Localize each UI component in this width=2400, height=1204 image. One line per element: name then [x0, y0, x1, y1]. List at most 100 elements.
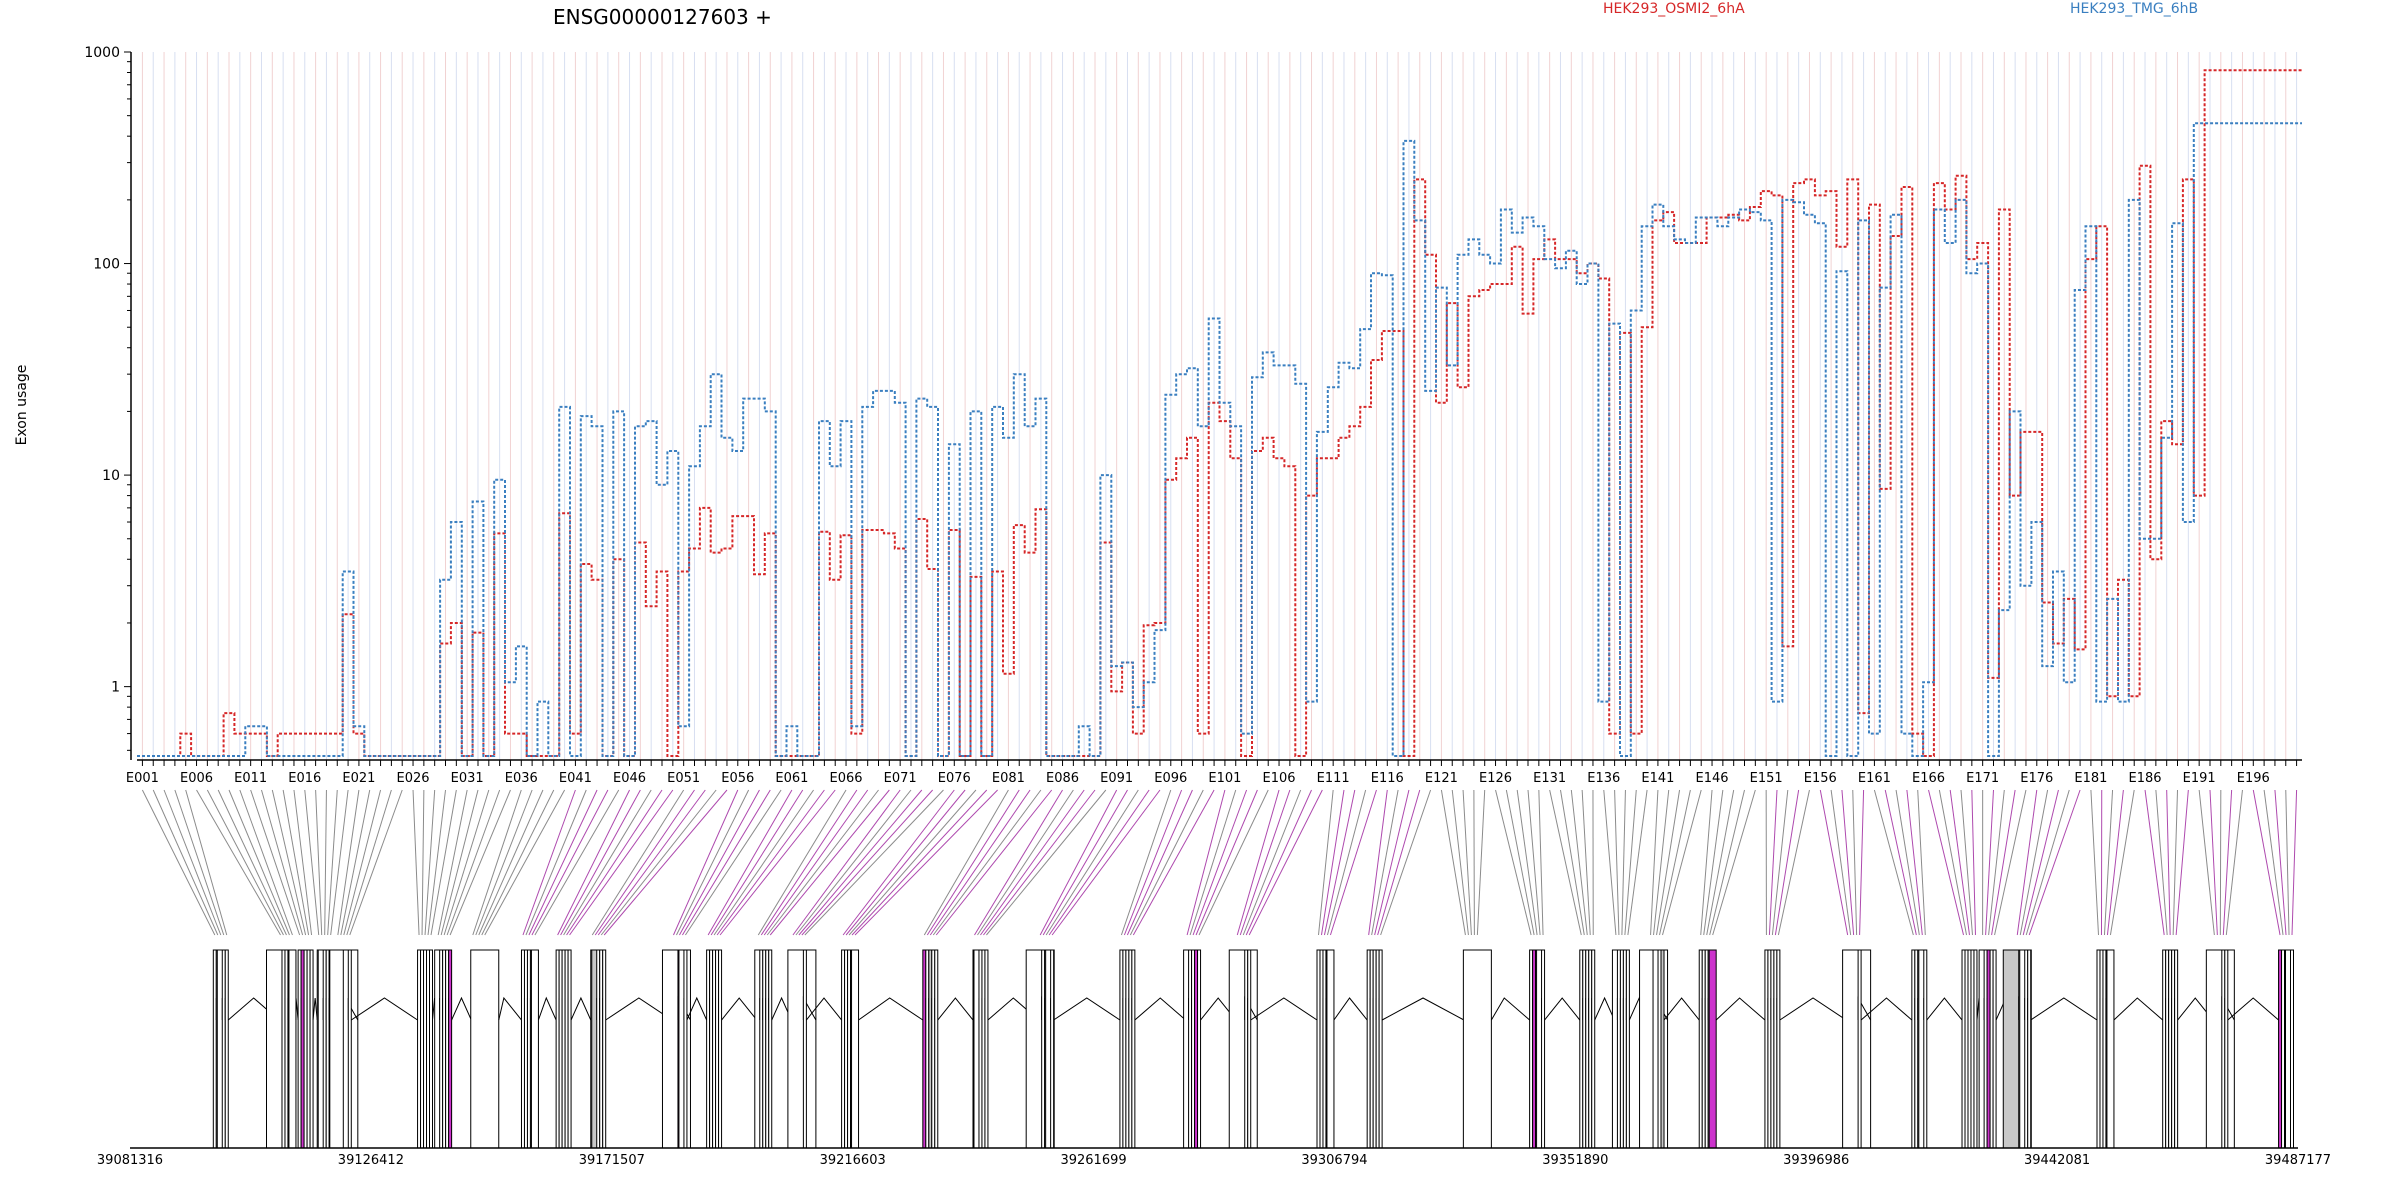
y-tick-label: 100: [93, 257, 120, 273]
exon-box: [1327, 950, 1334, 1148]
exon-box: [1592, 950, 1595, 1148]
exon-box: [1777, 950, 1780, 1148]
exon-label: E116: [1371, 771, 1404, 786]
exon-box: [1709, 950, 1716, 1148]
exon-box: [1858, 950, 1861, 1148]
exon-box: [2028, 950, 2031, 1148]
exon-box: [788, 950, 816, 1148]
y-tick-label: 10: [102, 468, 120, 484]
exon-box: [985, 950, 988, 1148]
exon-label: E191: [2183, 771, 2216, 786]
genomic-tick-label: 39442081: [2024, 1153, 2090, 1168]
genomic-tick-label: 39396986: [1783, 1153, 1849, 1168]
exon-box: [1051, 950, 1054, 1148]
genomic-tick-label: 39126412: [338, 1153, 404, 1168]
exon-box: [1924, 950, 1927, 1148]
exon-box: [1974, 950, 1977, 1148]
exon-label: E051: [667, 771, 700, 786]
exon-label: E041: [559, 771, 592, 786]
y-tick-label: 1: [111, 680, 120, 696]
genomic-tick-label: 39171507: [579, 1153, 645, 1168]
exon-box: [2291, 950, 2294, 1148]
exon-label: E091: [1100, 771, 1133, 786]
exon-label: E036: [505, 771, 538, 786]
exon-box: [310, 950, 313, 1148]
exon-label: E186: [2129, 771, 2162, 786]
exon-box: [719, 950, 722, 1148]
exon-box: [684, 950, 687, 1148]
exon-label: E151: [1750, 771, 1783, 786]
exon-label: E136: [1587, 771, 1620, 786]
exon-label: E021: [342, 771, 375, 786]
genomic-tick-label: 39216603: [820, 1153, 886, 1168]
exon-box: [1661, 950, 1664, 1148]
exon-label: E111: [1317, 771, 1350, 786]
exon-label: E056: [721, 771, 754, 786]
genomic-tick-label: 39487177: [2265, 1153, 2331, 1168]
exon-box: [852, 950, 859, 1148]
exon-box: [1463, 950, 1491, 1148]
exon-box: [1993, 950, 1996, 1148]
exon-box: [1198, 950, 1201, 1148]
exon-label: E196: [2237, 771, 2270, 786]
exon-label: E081: [992, 771, 1025, 786]
exon-label: E176: [2020, 771, 2053, 786]
y-axis-label: Exon usage: [14, 365, 30, 446]
chart-title: ENSG00000127603 +: [553, 5, 772, 29]
exon-label: E071: [884, 771, 917, 786]
exon-box: [2225, 950, 2228, 1148]
exon-label: E026: [397, 771, 430, 786]
exon-box: [430, 950, 433, 1148]
gene-model: [213, 950, 2293, 1148]
exon-label: E156: [1804, 771, 1837, 786]
genomic-tick-label: 39306794: [1301, 1153, 1367, 1168]
exon-label: E031: [451, 771, 484, 786]
exon-label: E181: [2074, 771, 2107, 786]
exon-box: [2206, 950, 2234, 1148]
exon-label: E106: [1263, 771, 1296, 786]
exon-box: [1248, 950, 1251, 1148]
exon-label: E006: [180, 771, 213, 786]
exon-label: E101: [1208, 771, 1241, 786]
exon-label: E066: [830, 771, 863, 786]
legend-series-osmi2: HEK293_OSMI2_6hA: [1603, 1, 1745, 17]
exon-box: [1542, 950, 1545, 1148]
exon-label: E146: [1696, 771, 1729, 786]
exon-label: E166: [1912, 771, 1945, 786]
exon-label: E086: [1046, 771, 1079, 786]
exon-box: [289, 950, 296, 1148]
exon-box: [348, 950, 351, 1148]
exon-label: E131: [1533, 771, 1566, 786]
exon-box: [1229, 950, 1257, 1148]
exon-box: [935, 950, 938, 1148]
exon-box: [1132, 950, 1135, 1148]
exon-label: E061: [775, 771, 808, 786]
exon-label: E016: [288, 771, 321, 786]
exon-box: [2175, 950, 2178, 1148]
genomic-tick-label: 39261699: [1060, 1153, 1126, 1168]
exon-label: E121: [1425, 771, 1458, 786]
y-tick-label: 1000: [84, 45, 120, 61]
exon-box: [1626, 950, 1629, 1148]
genomic-tick-label: 39351890: [1542, 1153, 1608, 1168]
exon-label: E126: [1479, 771, 1512, 786]
exon-label: E141: [1641, 771, 1674, 786]
exon-box: [1843, 950, 1871, 1148]
exon-label: E011: [234, 771, 267, 786]
exon-box: [471, 950, 499, 1148]
exon-label: E171: [1966, 771, 1999, 786]
exon-box: [603, 950, 606, 1148]
exon-box: [531, 950, 538, 1148]
genomic-tick-label: 39081316: [97, 1153, 163, 1168]
exon-box: [568, 950, 571, 1148]
exon-label: E076: [938, 771, 971, 786]
legend-series-tmg: HEK293_TMG_6hB: [2070, 1, 2198, 17]
exon-label: E161: [1858, 771, 1891, 786]
exon-box: [225, 950, 228, 1148]
exon-box: [769, 950, 772, 1148]
exon-box: [449, 950, 452, 1148]
exon-box: [2107, 950, 2114, 1148]
exon-label: E096: [1154, 771, 1187, 786]
exon-box: [1379, 950, 1382, 1148]
